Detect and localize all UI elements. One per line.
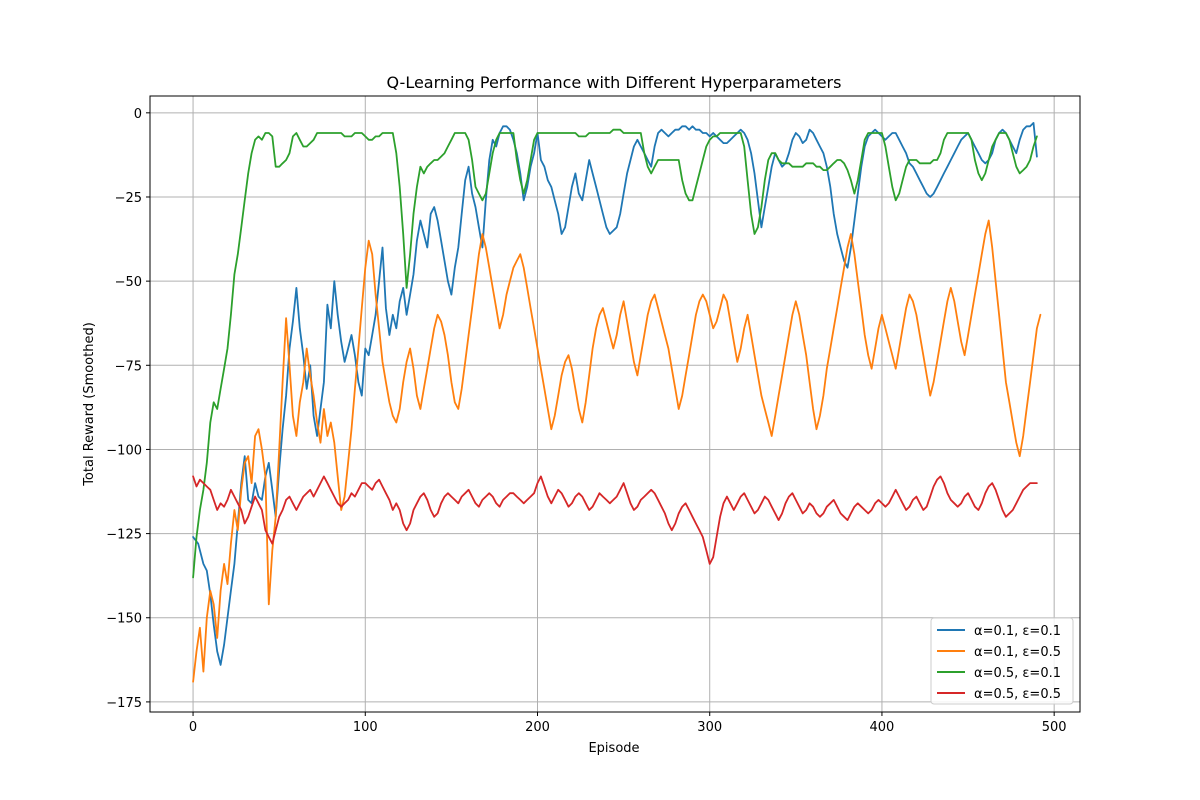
- legend-label-1: α=0.1, ε=0.1: [974, 624, 1061, 639]
- x-tick-label: 0: [189, 720, 197, 735]
- legend-box: [930, 617, 1074, 705]
- series-line-1: [192, 122, 1038, 666]
- y-axis-label: Total Reward (Smoothed): [82, 322, 97, 487]
- y-tick-label: −25: [115, 191, 142, 206]
- series-group: [192, 122, 1042, 683]
- y-tick-label: −150: [106, 612, 142, 627]
- x-tick-label: 300: [697, 720, 722, 735]
- x-tick-label: 400: [870, 720, 895, 735]
- x-tick-label: 100: [353, 720, 378, 735]
- legend-label-2: α=0.1, ε=0.5: [974, 645, 1061, 660]
- x-tick-label: 200: [525, 720, 550, 735]
- y-tick-label: −100: [106, 443, 142, 458]
- y-tick-label: −175: [106, 696, 142, 711]
- y-tick-label: 0: [134, 107, 142, 122]
- x-axis: 0 100 200 300 400 500: [189, 712, 1067, 735]
- series-line-2: [192, 219, 1042, 683]
- x-axis-label: Episode: [588, 741, 639, 756]
- x-tick-label: 500: [1042, 720, 1067, 735]
- legend: α=0.1, ε=0.1 α=0.1, ε=0.5 α=0.5, ε=0.1 α=0.…: [930, 617, 1074, 705]
- legend-label-4: α=0.5, ε=0.5: [974, 687, 1061, 702]
- chart-title: Q-Learning Performance with Different Hy…: [387, 73, 842, 92]
- y-tick-label: −50: [115, 275, 142, 290]
- y-tick-label: −125: [106, 528, 142, 543]
- series-line-3: [192, 128, 1038, 579]
- plot-frame: [149, 95, 1081, 713]
- series-line-4: [192, 475, 1038, 565]
- legend-label-3: α=0.5, ε=0.1: [974, 666, 1061, 681]
- y-axis: 0 −25 −50 −75 −100 −125 −150 −175: [106, 107, 150, 711]
- y-tick-label: −75: [115, 359, 142, 374]
